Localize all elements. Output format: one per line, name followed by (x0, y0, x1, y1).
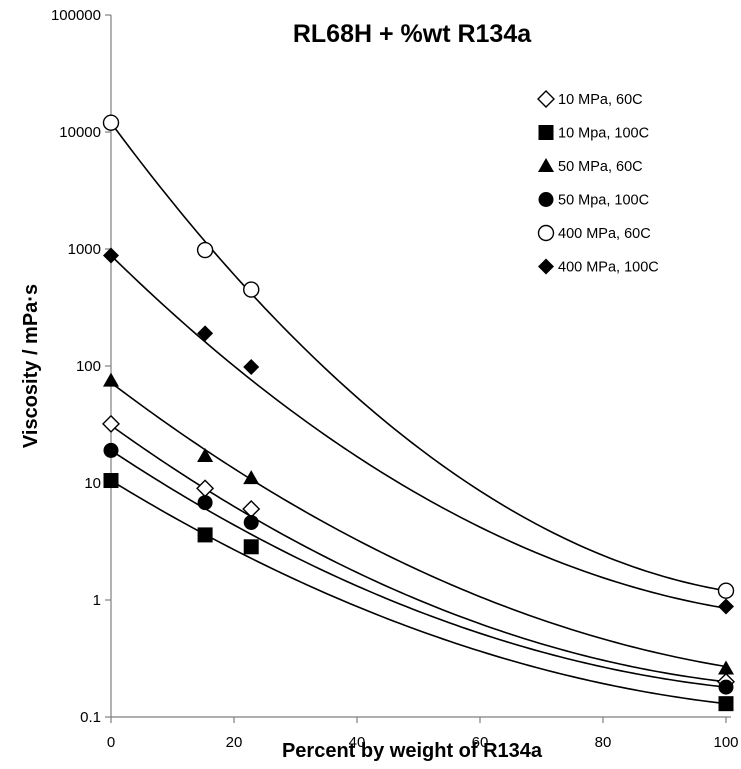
legend-marker (538, 125, 554, 140)
legend-marker (537, 90, 555, 108)
y-tick-label: 1000 (68, 241, 101, 258)
x-axis-ticks: 0 20 40 60 80 100 (107, 717, 739, 751)
data-markers (102, 114, 735, 712)
x-tick-label: 100 (713, 734, 738, 751)
legend-label: 400 MPa, 100C (558, 260, 659, 276)
legend-label: 50 MPa, 60C (558, 159, 643, 175)
x-axis-title: Percent by weight of R134a (282, 740, 543, 762)
y-tick-label: 10 (84, 475, 101, 492)
x-tick-label: 80 (595, 734, 612, 751)
data-point (242, 499, 261, 518)
trendline (110, 382, 727, 668)
data-point (718, 598, 734, 615)
data-point (718, 679, 734, 695)
data-point (197, 325, 214, 342)
data-point (103, 442, 119, 458)
trendline (110, 254, 727, 610)
data-point (196, 479, 215, 498)
legend-marker (537, 224, 555, 242)
data-point (717, 582, 735, 599)
data-point (243, 359, 260, 376)
y-tick-label: 1 (93, 592, 101, 609)
data-point (243, 514, 259, 530)
trendline (110, 122, 727, 592)
x-tick-label: 40 (349, 734, 366, 751)
data-point (197, 448, 214, 463)
data-point (102, 414, 120, 433)
data-point (243, 281, 260, 298)
y-tick-label: 100000 (51, 7, 101, 24)
y-tick-label: 10000 (59, 124, 101, 141)
legend-marker (538, 258, 554, 275)
y-tick-label: 0.1 (80, 709, 101, 726)
legend-label: 400 MPa, 60C (558, 226, 651, 242)
legend-marker (538, 158, 554, 172)
data-point (197, 495, 213, 511)
legend-label: 10 MPa, 60C (558, 92, 643, 108)
trendlines (110, 122, 727, 705)
legend-marker (538, 192, 554, 207)
y-axis-ticks: 0.1 1 10 100 1000 10000 100000 (51, 7, 111, 726)
trendline (110, 424, 727, 683)
data-point (103, 473, 119, 489)
data-point (103, 372, 119, 387)
data-point (718, 660, 734, 675)
data-point (197, 527, 213, 543)
legend-label: 10 Mpa, 100C (558, 126, 649, 142)
y-axis-title: Viscosity / mPa·s (20, 284, 42, 448)
trendline (110, 479, 727, 705)
x-tick-label: 20 (226, 734, 243, 751)
data-point (243, 539, 259, 555)
y-tick-label: 100 (76, 358, 101, 375)
data-point (243, 470, 260, 485)
legend-label: 50 Mpa, 100C (558, 193, 649, 209)
legend: 10 MPa, 60C 10 Mpa, 100C 50 MPa, 60C 50 Mpa… (537, 90, 659, 276)
chart-title: RL68H + %wt R134a (293, 20, 532, 48)
data-point (718, 696, 734, 712)
x-tick-label: 60 (472, 734, 489, 751)
trendline (110, 449, 727, 688)
x-tick-label: 0 (107, 734, 115, 751)
data-point (102, 114, 120, 131)
data-point (103, 247, 119, 264)
data-point (196, 241, 214, 259)
